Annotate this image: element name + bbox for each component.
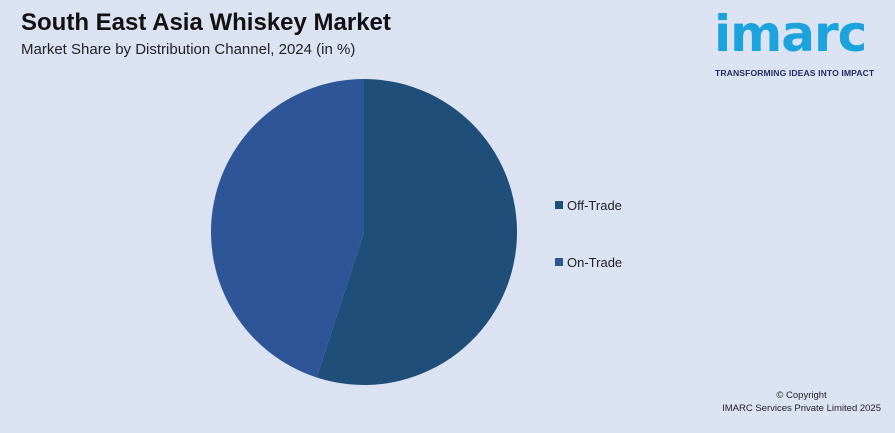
copyright-line-2: IMARC Services Private Limited 2025 (722, 403, 881, 414)
chart-title: South East Asia Whiskey Market (21, 9, 391, 36)
logo-wordmark: imarc (714, 5, 867, 63)
pie-slice-on-trade (210, 79, 364, 378)
legend-label-off-trade: Off-Trade (567, 197, 622, 213)
legend-item-off-trade: Off-Trade (555, 196, 622, 214)
legend-swatch-on-trade (555, 258, 563, 266)
copyright-notice: © Copyright IMARC Services Private Limit… (722, 389, 881, 415)
imarc-logo: imarc TRANSFORMING IDEAS INTO IMPACT (714, 6, 886, 78)
pie-slice-off-trade (316, 79, 517, 386)
chart-legend: Off-Trade On-Trade (555, 196, 622, 271)
legend-swatch-off-trade (555, 201, 563, 209)
copyright-line-1: © Copyright (776, 390, 827, 401)
legend-label-on-trade: On-Trade (567, 254, 623, 270)
chart-subtitle: Market Share by Distribution Channel, 20… (21, 41, 356, 58)
logo-tagline: TRANSFORMING IDEAS INTO IMPACT (715, 68, 875, 78)
legend-item-on-trade: On-Trade (555, 253, 622, 271)
